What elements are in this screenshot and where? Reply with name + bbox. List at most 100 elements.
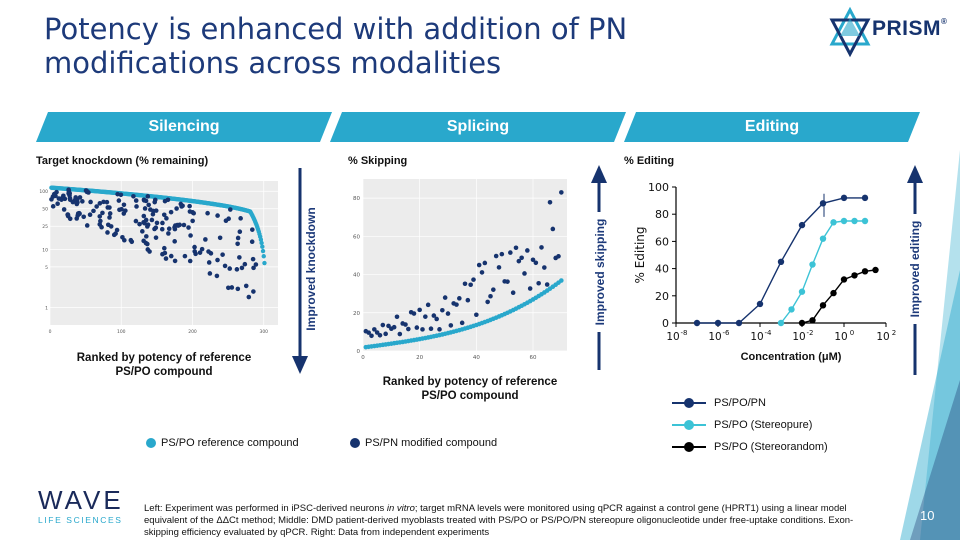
modified-point — [214, 273, 220, 279]
modified-point — [166, 226, 172, 232]
modified-point — [197, 250, 203, 255]
x-tick-exponent: -2 — [807, 329, 814, 337]
modified-point — [107, 215, 112, 220]
silencing-caption-line-1: Ranked by potency of reference — [76, 352, 252, 364]
modified-point — [508, 250, 513, 255]
modified-point — [394, 314, 400, 320]
modified-point — [539, 245, 544, 250]
modified-point — [101, 199, 106, 205]
modified-point — [107, 205, 112, 210]
series-point — [830, 219, 837, 226]
modified-point — [251, 289, 256, 294]
x-tick-label: 0 — [361, 355, 365, 361]
modified-point — [140, 229, 145, 234]
arrow-skipping-label: Improved skipping — [593, 212, 607, 332]
modified-point — [65, 212, 70, 217]
banner-splicing-label: Splicing — [446, 118, 510, 135]
modified-point — [530, 257, 536, 263]
editing-legend-item: PS/PO (Stereorandom) — [672, 436, 892, 458]
y-tick-label: 60 — [655, 235, 669, 248]
modified-point — [215, 257, 220, 263]
modified-point — [403, 322, 408, 327]
modified-point — [420, 327, 425, 332]
x-tick-label: 100 — [117, 329, 126, 335]
prism-logo: PRISM® — [828, 6, 948, 58]
title-line-2: modifications across modalities — [44, 46, 502, 80]
modified-point — [527, 286, 533, 291]
modified-point — [116, 198, 122, 203]
x-tick-exponent: -4 — [765, 329, 773, 337]
modified-point — [235, 235, 241, 241]
modified-point — [434, 316, 439, 322]
slide-title: Potency is enhanced with addition of PN … — [44, 12, 764, 80]
modified-point — [374, 330, 380, 335]
modified-point — [203, 237, 208, 242]
series-point — [861, 217, 869, 225]
modified-point — [74, 216, 80, 221]
modified-point — [146, 202, 151, 208]
legend-swatch-icon — [672, 420, 706, 430]
modified-point — [406, 326, 411, 332]
x-tick-exponent: -8 — [681, 329, 688, 337]
modified-point — [77, 195, 83, 200]
x-tick-label: 10 — [750, 331, 763, 343]
series-point — [798, 221, 806, 229]
modified-point — [164, 216, 169, 221]
prism-logo-icon — [829, 6, 871, 58]
wave-logo-name: WAVE — [38, 485, 124, 515]
modified-point — [70, 199, 76, 205]
modified-point — [56, 196, 62, 201]
x-tick-exponent: -6 — [723, 329, 731, 337]
modified-point — [217, 235, 223, 241]
arrow-knockdown-label: Improved knockdown — [304, 204, 318, 334]
splicing-caption-line-1: Ranked by potency of reference — [382, 376, 558, 388]
modified-point — [97, 214, 103, 219]
series-point — [809, 317, 816, 324]
modified-point — [182, 253, 188, 259]
banner-silencing: Silencing — [36, 112, 332, 142]
modified-point — [431, 313, 437, 318]
editing-legend-label: PS/PO (Stereorandom) — [714, 441, 828, 453]
modified-point — [143, 240, 149, 246]
modified-point — [80, 199, 85, 204]
modified-point — [121, 202, 127, 208]
title-line-1: Potency is enhanced with addition of PN — [44, 12, 628, 46]
modified-point — [459, 320, 465, 326]
decorative-triangles — [900, 150, 960, 540]
series-point — [872, 266, 879, 274]
modified-point — [121, 211, 127, 216]
legend-dot-icon — [350, 438, 360, 448]
modified-point — [253, 262, 259, 267]
legend-modified-label: PS/PN modified compound — [365, 437, 498, 449]
modified-point — [206, 260, 212, 265]
series-point — [819, 235, 827, 242]
modified-point — [107, 211, 113, 216]
footnote-part-a: Left: Experiment was performed in iPSC-d… — [144, 503, 387, 514]
modified-point — [440, 307, 445, 313]
modified-point — [448, 323, 454, 328]
silencing-caption: Ranked by potency of reference PS/PO com… — [44, 351, 284, 379]
modified-point — [172, 226, 178, 232]
modified-point — [181, 222, 187, 228]
reference-point — [258, 237, 264, 242]
modified-point — [411, 311, 417, 316]
modified-point — [237, 229, 243, 234]
modified-point — [482, 260, 488, 266]
modified-point — [445, 311, 451, 316]
series-point — [819, 302, 827, 309]
modified-point — [159, 226, 165, 232]
modified-point — [122, 237, 127, 243]
modified-point — [229, 285, 235, 290]
modified-point — [76, 210, 82, 216]
modified-point — [479, 270, 485, 275]
modified-point — [153, 235, 159, 240]
modified-point — [161, 212, 167, 218]
modified-point — [493, 253, 499, 259]
modified-point — [386, 323, 391, 329]
reference-point — [260, 248, 266, 254]
modified-point — [147, 249, 152, 254]
editing-legend: PS/PO/PN PS/PO (Stereopure) PS/PO (Stere… — [672, 392, 892, 458]
x-axis-label: Concentration (μM) — [741, 351, 842, 363]
modified-point — [380, 322, 386, 328]
modified-point — [141, 213, 147, 219]
